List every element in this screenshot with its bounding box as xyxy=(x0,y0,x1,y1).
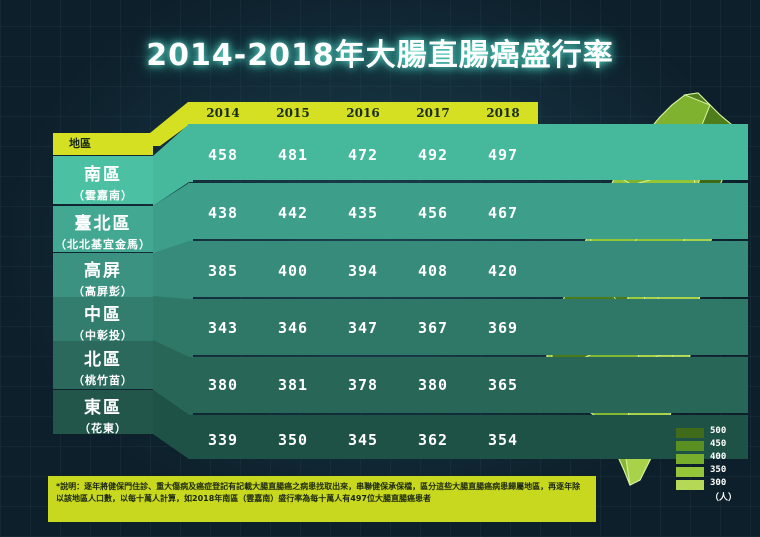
row-connector-taipei xyxy=(153,183,193,255)
value-cell: 400 xyxy=(277,262,309,280)
region-north-sub: （桃竹苗） xyxy=(73,374,133,387)
row-band-east xyxy=(188,415,748,459)
value-cell: 481 xyxy=(277,146,309,164)
value-cell: 472 xyxy=(347,146,379,164)
value-cell: 380 xyxy=(207,376,239,394)
legend-swatch-450 xyxy=(676,441,704,451)
values-row-east: 339 350 345 362 354 xyxy=(188,431,538,449)
region-south: 南區 （雲嘉南） xyxy=(53,156,153,204)
year-2017: 2017 xyxy=(416,106,450,120)
value-cell: 442 xyxy=(277,204,309,222)
values-row-kaoping: 385 400 394 408 420 xyxy=(188,262,538,280)
region-north-name: 北區 xyxy=(84,350,122,370)
legend-label: 400 xyxy=(710,452,727,462)
row-connector-south xyxy=(153,124,193,206)
value-cell: 339 xyxy=(207,431,239,449)
value-cell: 345 xyxy=(347,431,379,449)
region-central-sub: （中彰投） xyxy=(73,329,133,342)
legend-label: 350 xyxy=(710,465,727,475)
year-2018: 2018 xyxy=(486,106,520,120)
row-connector-north xyxy=(153,340,193,415)
year-2016: 2016 xyxy=(346,106,380,120)
region-kaoping-sub: （高屏彭） xyxy=(73,285,133,298)
row-connector-central xyxy=(153,296,193,357)
value-cell: 438 xyxy=(207,204,239,222)
row-connector-kaoping xyxy=(153,241,193,307)
value-cell: 435 xyxy=(347,204,379,222)
value-cell: 467 xyxy=(487,204,519,222)
footnote: *說明：逐年將健保門住診、重大傷病及癌症登記有記載大腸直腸癌之病患找取出來，串聯… xyxy=(48,476,596,522)
region-north: 北區 （桃竹苗） xyxy=(53,341,153,389)
region-taipei-name: 臺北區 xyxy=(74,214,132,234)
row-band-south xyxy=(188,124,748,180)
legend-swatch-500 xyxy=(676,428,704,438)
region-header: 地區 xyxy=(53,133,153,155)
values-row-central: 343 346 347 367 369 xyxy=(188,319,538,337)
value-cell: 378 xyxy=(347,376,379,394)
year-2015: 2015 xyxy=(276,106,310,120)
region-south-sub: （雲嘉南） xyxy=(73,189,133,202)
region-east-name: 東區 xyxy=(84,398,122,418)
legend-swatch-350 xyxy=(676,467,704,477)
region-central: 中區 （中彰投） xyxy=(53,297,153,342)
values-row-north: 380 381 378 380 365 xyxy=(188,376,538,394)
region-kaoping: 高屏 （高屏彭） xyxy=(53,253,153,298)
values-row-south: 458 481 472 492 497 xyxy=(188,146,538,164)
value-cell: 408 xyxy=(417,262,449,280)
legend-swatch-400 xyxy=(676,454,704,464)
value-cell: 456 xyxy=(417,204,449,222)
value-cell: 346 xyxy=(277,319,309,337)
value-cell: 343 xyxy=(207,319,239,337)
region-east: 東區 （花東） xyxy=(53,390,153,435)
value-cell: 385 xyxy=(207,262,239,280)
region-taipei: 臺北區 （北北基宜金馬） xyxy=(53,206,153,252)
region-south-name: 南區 xyxy=(84,165,122,185)
row-band-central xyxy=(188,299,748,355)
value-cell: 369 xyxy=(487,319,519,337)
row-band-north xyxy=(188,357,748,413)
value-cell: 492 xyxy=(417,146,449,164)
value-cell: 381 xyxy=(277,376,309,394)
value-cell: 367 xyxy=(417,319,449,337)
region-kaoping-name: 高屏 xyxy=(84,261,122,281)
value-cell: 394 xyxy=(347,262,379,280)
map-legend: 500 450 400 350 300 （人） xyxy=(676,426,746,516)
year-2014: 2014 xyxy=(206,106,240,120)
header-connector xyxy=(150,102,190,146)
legend-unit: （人） xyxy=(710,493,738,503)
value-cell: 458 xyxy=(207,146,239,164)
year-header: 2014 2015 2016 2017 2018 xyxy=(188,102,538,124)
value-cell: 365 xyxy=(487,376,519,394)
value-cell: 362 xyxy=(417,431,449,449)
values-row-taipei: 438 442 435 456 467 xyxy=(188,204,538,222)
value-cell: 350 xyxy=(277,431,309,449)
region-central-name: 中區 xyxy=(84,305,122,325)
legend-swatch-300 xyxy=(676,480,704,490)
row-band-taipei xyxy=(188,183,748,239)
row-connector-east xyxy=(153,390,193,459)
region-east-sub: （花東） xyxy=(79,422,127,435)
legend-label: 450 xyxy=(710,439,727,449)
value-cell: 347 xyxy=(347,319,379,337)
legend-label: 500 xyxy=(710,426,727,436)
chart-title: 2014-2018年大腸直腸癌盛行率 xyxy=(146,38,614,73)
legend-label: 300 xyxy=(710,478,727,488)
value-cell: 420 xyxy=(487,262,519,280)
region-taipei-sub: （北北基宜金馬） xyxy=(55,238,151,251)
value-cell: 354 xyxy=(487,431,519,449)
value-cell: 497 xyxy=(487,146,519,164)
value-cell: 380 xyxy=(417,376,449,394)
row-band-kaoping xyxy=(188,241,748,297)
